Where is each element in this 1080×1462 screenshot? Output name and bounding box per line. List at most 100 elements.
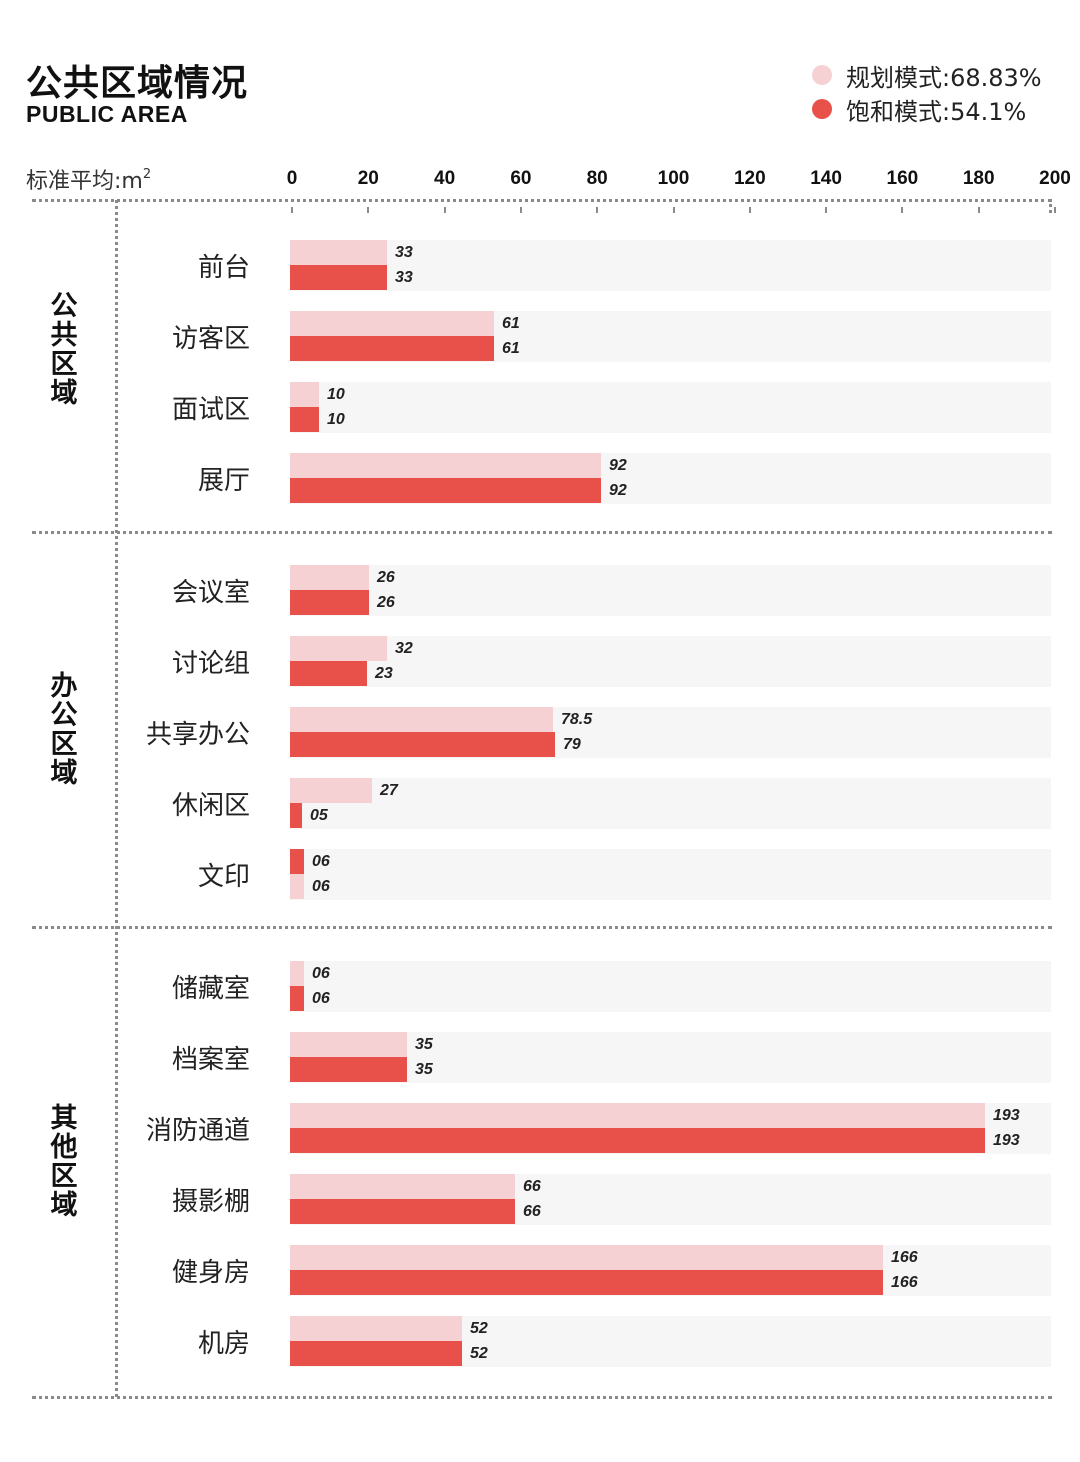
group-divider-vertical [115,200,118,1397]
bar-value-label: 10 [327,386,345,403]
bar-value-label: 61 [502,340,520,357]
bar-value-label: 27 [380,782,398,799]
category-label: 健身房 [171,1258,250,1288]
bar-value-label: 166 [891,1249,918,1266]
bar-track: 35 35 [290,1032,1051,1083]
bar-value-label: 26 [377,594,395,611]
bar-value-label: 66 [523,1178,541,1195]
bar-track: 06 06 [290,849,1051,900]
x-tick-label: 200 [1039,168,1071,189]
bar-saturation [290,803,302,828]
bar-value-label: 06 [312,990,330,1007]
bar-value-label: 33 [395,244,413,261]
legend: 规划模式:68.83% 饱和模式:54.1% [812,58,1042,126]
bar-value-label: 10 [327,411,345,428]
bar-saturation [290,732,555,757]
bar-plan [290,778,372,803]
category-label: 会议室 [171,578,250,608]
bar-value-label: 61 [502,315,520,332]
category-label: 共享办公 [145,720,250,750]
category-label: 储藏室 [171,974,250,1004]
bar-plan [290,707,553,732]
bar-value-label: 35 [415,1036,433,1053]
bar-saturation [290,1199,515,1224]
bar-plan [290,565,369,590]
category-label: 讨论组 [171,649,250,679]
category-label: 前台 [197,253,250,283]
bar-value-label: 66 [523,1203,541,1220]
bar-value-label: 06 [312,965,330,982]
bar-saturation [290,661,367,686]
category-label: 档案室 [171,1045,250,1075]
bar-track: 06 06 [290,961,1051,1012]
bar-value-label: 35 [415,1061,433,1078]
bar-track: 166 166 [290,1245,1051,1296]
bar-plan [290,240,387,265]
bar-value-label: 193 [993,1132,1020,1149]
x-tick-mark [291,207,293,213]
bar-saturation [290,478,601,503]
bar-value-label: 92 [609,457,627,474]
bar-plan [290,636,387,661]
bar-plan [290,311,494,336]
bar-plan [290,1103,985,1128]
x-tick-mark [977,207,980,213]
bar-value-label: 166 [891,1274,918,1291]
x-tick-mark [748,207,751,213]
category-label: 面试区 [171,395,250,425]
bar-value-label: 06 [312,853,330,870]
group-divider-2 [32,926,1052,929]
unit-text: 标准平均:m [26,169,143,194]
legend-item-saturation: 饱和模式:54.1% [812,92,1042,126]
bar-saturation [290,336,494,361]
group-label-other: 其他区域 [50,1103,78,1221]
category-label: 展厅 [197,466,250,496]
legend-label: 饱和模式:54.1% [846,97,1027,126]
bar-value-label: 52 [470,1320,488,1337]
bar-track: 61 61 [290,311,1051,362]
category-label: 休闲区 [171,791,250,821]
x-tick-mark [901,207,904,213]
bar-track: 66 66 [290,1174,1051,1225]
x-tick-label: 80 [586,168,608,189]
x-tick-label: 120 [733,168,766,189]
bar-plan [290,1174,515,1199]
bar-saturation [290,590,369,615]
x-tick-label: 40 [434,168,456,189]
bar-track: 92 92 [290,453,1051,504]
category-label: 机房 [197,1329,250,1359]
x-tick-label: 180 [962,168,995,189]
bar-track: 27 05 [290,778,1051,829]
bar-value-label: 32 [395,640,413,657]
bar-saturation [290,1128,985,1153]
bar-saturation [290,1057,407,1082]
x-tick-label: 140 [810,168,842,189]
axis-end-line [1049,199,1052,213]
category-label: 消防通道 [145,1116,250,1146]
chart-title: 公共区域情况 [26,63,249,104]
bar-saturation [290,1341,462,1366]
x-tick-mark [596,207,599,213]
x-tick-mark [367,207,370,213]
x-tick-mark [825,207,828,213]
bar-plan [290,1245,883,1270]
category-label: 文印 [197,862,250,892]
unit-superscript: 2 [142,167,152,182]
x-tick-label: 20 [357,168,379,189]
bar-track: 33 33 [290,240,1051,291]
bar-track: 26 26 [290,565,1051,616]
group-label-public: 公共区域 [50,291,78,409]
bar-value-label: 79 [563,736,581,753]
bar-saturation [290,407,319,432]
axis-line [32,199,1052,202]
group-divider-1 [32,531,1052,534]
category-label: 访客区 [171,324,250,354]
bar-value-label: 33 [395,269,413,286]
bar-value-label: 05 [310,807,328,824]
bar-track: 78.5 79 [290,707,1051,758]
unit-label: 标准平均:m2 [26,163,151,195]
legend-dot-icon [812,65,832,85]
bar-value-label: 23 [375,665,393,682]
bar-track: 10 10 [290,382,1051,433]
x-tick-label: 160 [886,168,919,189]
